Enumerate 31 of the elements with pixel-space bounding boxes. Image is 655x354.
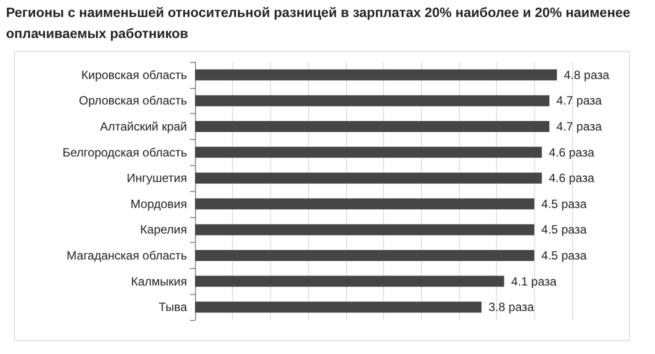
- bar: [195, 172, 542, 184]
- data-label: 4.5 раза: [541, 248, 588, 262]
- y-tick-label: Алтайский край: [100, 120, 187, 134]
- y-tick-label: Карелия: [140, 222, 187, 237]
- bar: [195, 224, 534, 236]
- data-label: 4.7 раза: [556, 120, 602, 134]
- data-label: 4.5 раза: [541, 222, 588, 237]
- y-tick-label: Мордовия: [130, 196, 187, 211]
- y-tick-label: Тыва: [158, 300, 188, 314]
- bar: [195, 198, 534, 210]
- data-label: 3.8 раза: [488, 300, 534, 314]
- bar: [195, 302, 482, 313]
- bar: [195, 146, 542, 158]
- bar: [195, 250, 534, 261]
- data-label: 4.5 раза: [541, 196, 588, 211]
- bar: [195, 276, 504, 287]
- y-tick-label: Калмыкия: [131, 274, 187, 288]
- data-label: 4.6 раза: [548, 145, 595, 160]
- data-label: 4.7 раза: [556, 94, 602, 108]
- bar: [195, 121, 550, 132]
- data-label: 4.6 раза: [548, 171, 595, 186]
- bar: [195, 69, 557, 80]
- y-tick-label: Орловская область: [78, 94, 187, 108]
- data-label: 4.1 раза: [511, 274, 557, 288]
- y-tick-label: Кировская область: [81, 68, 187, 82]
- bar: [195, 95, 550, 106]
- chart-title: Регионы с наименьшей относительной разницей в зарплатах 20% наиболее и 20% наименее оплачиваемых работников: [6, 4, 632, 43]
- y-tick-label: Магаданская область: [66, 248, 187, 262]
- y-tick-label: Белгородская область: [62, 145, 187, 160]
- y-tick-label: Ингушетия: [126, 171, 187, 186]
- data-label: 4.8 раза: [564, 68, 610, 82]
